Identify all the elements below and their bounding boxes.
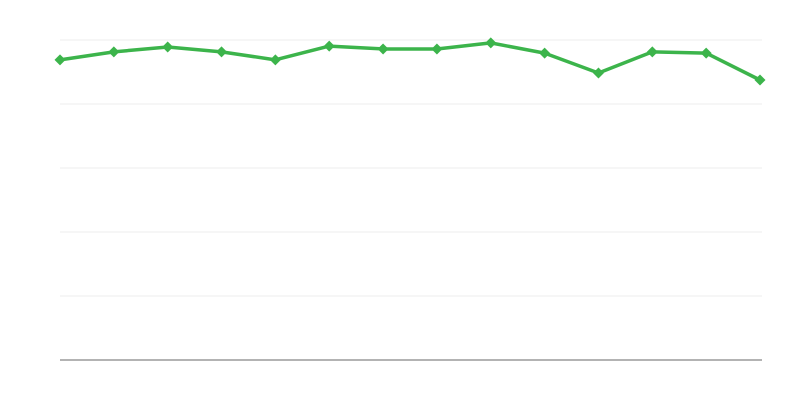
- data-point-marker[interactable]: [323, 40, 335, 52]
- data-point-marker[interactable]: [377, 43, 389, 55]
- data-point-marker[interactable]: [592, 67, 604, 79]
- data-point-marker[interactable]: [108, 46, 120, 58]
- gridlines-group: [60, 39, 762, 361]
- data-line: [58, 41, 762, 82]
- data-point-marker[interactable]: [700, 47, 712, 59]
- series-group: [54, 37, 766, 86]
- data-point-marker[interactable]: [216, 46, 228, 58]
- data-point-marker[interactable]: [539, 47, 551, 59]
- data-point-marker[interactable]: [485, 37, 497, 49]
- data-point-marker[interactable]: [269, 54, 281, 66]
- data-point-marker[interactable]: [646, 46, 658, 58]
- data-point-marker[interactable]: [54, 54, 66, 66]
- data-point-marker[interactable]: [431, 43, 443, 55]
- data-point-marker[interactable]: [754, 74, 766, 86]
- data-point-marker[interactable]: [162, 41, 174, 53]
